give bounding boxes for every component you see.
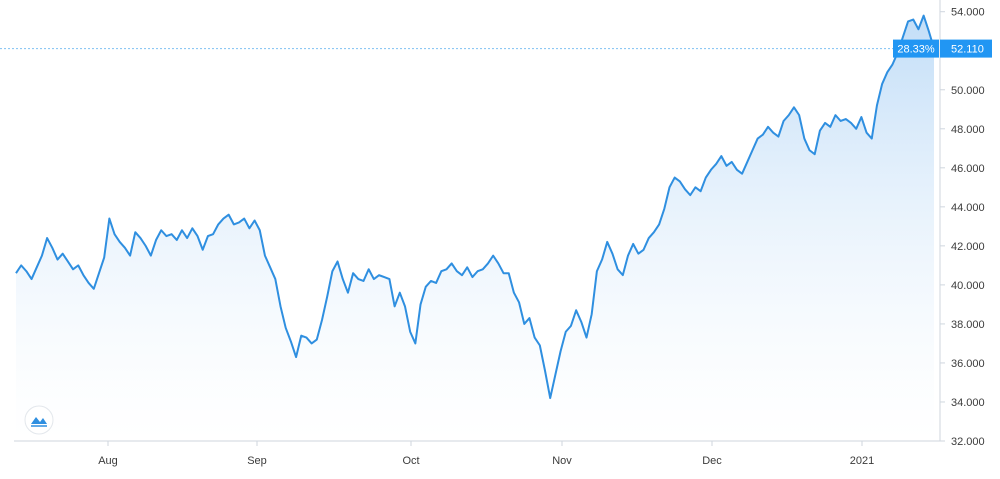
last-price-badge bbox=[940, 39, 992, 58]
price-series-line bbox=[15, 14, 935, 400]
x-tick-label: 2021 bbox=[850, 455, 874, 467]
y-tick-label: 40.000 bbox=[951, 280, 985, 292]
y-tick-label: 54.000 bbox=[951, 7, 985, 19]
watermark-logo-icon bbox=[24, 405, 54, 435]
y-tick-label: 34.000 bbox=[951, 397, 985, 409]
change-percent-badge bbox=[893, 39, 939, 58]
y-tick-label: 50.000 bbox=[951, 85, 985, 97]
x-tick-label: Sep bbox=[247, 455, 267, 467]
x-axis: Aug Sep Oct Nov Dec 2021 bbox=[98, 441, 874, 467]
price-area-fill bbox=[16, 15, 934, 442]
y-tick-label: 36.000 bbox=[951, 358, 985, 370]
y-tick-label: 48.000 bbox=[951, 124, 985, 136]
y-tick-label: 46.000 bbox=[951, 163, 985, 175]
y-tick-label: 44.000 bbox=[951, 202, 985, 214]
x-tick-label: Nov bbox=[552, 455, 572, 467]
y-tick-label: 38.000 bbox=[951, 319, 985, 331]
x-tick-label: Aug bbox=[98, 455, 118, 467]
y-tick-label: 32.000 bbox=[951, 436, 985, 448]
x-tick-label: Oct bbox=[402, 455, 419, 467]
y-axis: 54.00052.00050.00048.00046.00044.00042.0… bbox=[940, 7, 985, 448]
last-price-label: 52.110 bbox=[951, 44, 984, 56]
change-percent-label: 28.33% bbox=[897, 44, 935, 56]
y-tick-label: 42.000 bbox=[951, 241, 985, 253]
x-tick-label: Dec bbox=[702, 455, 722, 467]
